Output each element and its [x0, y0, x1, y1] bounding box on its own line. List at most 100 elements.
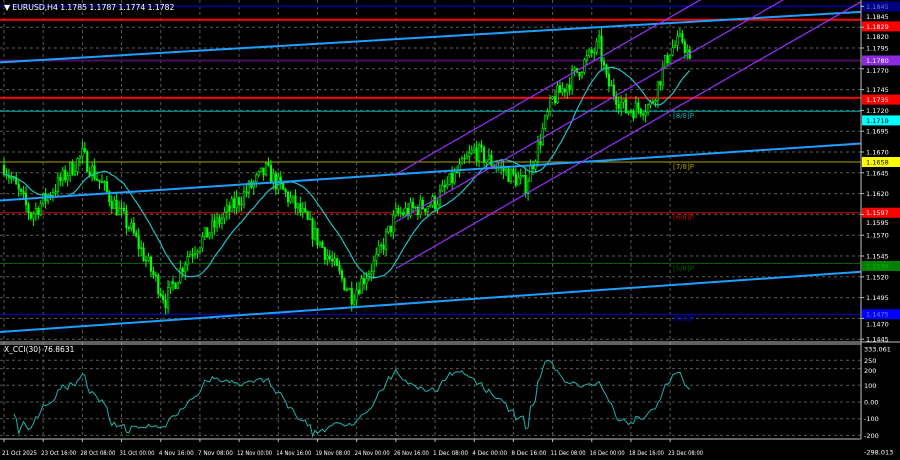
- symbol-label: EURUSD,H4: [12, 3, 58, 12]
- candle-body: [103, 181, 106, 184]
- time-label: 1 Dec 08:00: [433, 449, 468, 457]
- candle-body: [110, 201, 113, 209]
- candle-body: [590, 49, 593, 54]
- price-tag: [862, 207, 900, 218]
- candle-body: [335, 258, 339, 266]
- candle-body: [639, 108, 642, 115]
- candle-body: [686, 49, 689, 53]
- candle-body: [433, 196, 437, 210]
- price-tick-label: 1.1845: [866, 13, 889, 21]
- candle-body: [331, 258, 334, 262]
- upper-trendline: [0, 10, 862, 64]
- price-tick-label: 1.1795: [866, 45, 889, 53]
- cci-axis-label: 333.061: [864, 346, 891, 354]
- collapse-arrow-icon[interactable]: ▼: [4, 3, 10, 12]
- time-label: 11 Dec 08:00: [551, 449, 586, 457]
- candle-body: [355, 289, 358, 301]
- price-tag-label: 1.1845: [866, 3, 889, 11]
- candle-body: [284, 189, 287, 193]
- candle-body: [504, 168, 508, 172]
- candle-body: [490, 154, 493, 166]
- price-tick-label: 1.1495: [866, 294, 889, 302]
- candle-body: [264, 162, 268, 176]
- candle-body: [66, 175, 69, 181]
- time-label: 18 Dec 16:00: [629, 449, 664, 457]
- price-tag: [862, 115, 900, 126]
- candle-body: [507, 168, 510, 183]
- middle-trendline: [0, 142, 862, 202]
- candle-body: [380, 244, 383, 247]
- candle-body: [482, 147, 486, 163]
- candle-body: [301, 208, 304, 213]
- candle-body: [382, 244, 385, 250]
- candle-body: [343, 278, 346, 291]
- candle-body: [328, 255, 331, 260]
- candle-body: [282, 182, 285, 190]
- time-label: 21 Oct 2025: [2, 449, 37, 457]
- candle-body: [171, 281, 175, 284]
- candle-body: [169, 281, 172, 288]
- candle-body: [213, 220, 216, 228]
- price-tick-label: 1.1445: [866, 336, 889, 344]
- candle-body: [585, 55, 588, 61]
- candle-body: [196, 251, 199, 254]
- candle-body: [304, 208, 307, 213]
- candle-body: [529, 165, 532, 182]
- cci-indicator-label: X_CCI(30) 76.8631: [4, 345, 75, 354]
- price-tag: [862, 309, 900, 320]
- candle-body: [553, 96, 557, 104]
- candle-body: [517, 177, 520, 186]
- candle-body: [404, 207, 407, 216]
- candle-body: [526, 181, 530, 195]
- candle-body: [135, 232, 138, 237]
- candle-body: [612, 84, 615, 97]
- candle-body: [147, 256, 150, 261]
- candle-body: [429, 205, 432, 207]
- candle-body: [56, 176, 59, 192]
- price-tag-label: 1.1719: [866, 117, 889, 125]
- grid: [0, 0, 861, 438]
- candle-body: [235, 197, 238, 208]
- candle-body: [478, 144, 481, 162]
- candle-body: [247, 181, 251, 193]
- channel-middle: [395, 0, 785, 223]
- candle-body: [140, 247, 143, 249]
- candle-body: [73, 171, 77, 175]
- cci-axis-label: 100: [864, 382, 876, 390]
- candle-body: [215, 217, 219, 228]
- candle-body: [573, 68, 576, 71]
- candle-body: [580, 72, 584, 77]
- candle-body: [656, 81, 659, 101]
- price-tag-label: 1.1658: [866, 159, 889, 167]
- candle-body: [166, 287, 170, 309]
- candle-body: [458, 163, 461, 173]
- candle-body: [208, 232, 211, 238]
- candle-body: [230, 198, 233, 212]
- candle-body: [269, 164, 273, 184]
- candle-body: [309, 218, 312, 221]
- candle-body: [154, 274, 157, 276]
- candle-body: [91, 165, 94, 176]
- candle-body: [137, 235, 140, 249]
- candle-body: [184, 264, 187, 273]
- price-tick-label: 1.1470: [866, 321, 889, 329]
- candle-body: [681, 33, 684, 43]
- candle-body: [2, 165, 6, 175]
- candle-body: [211, 220, 214, 234]
- candle-body: [88, 171, 91, 176]
- candle-body: [294, 195, 297, 209]
- candle-body: [83, 147, 86, 152]
- candle-body: [115, 199, 118, 216]
- candle-body: [627, 111, 630, 114]
- candle-body: [678, 33, 682, 37]
- candle-body: [561, 88, 564, 93]
- time-label: 24 Nov 00:00: [355, 449, 390, 457]
- candle-body: [10, 177, 13, 179]
- candle-body: [76, 158, 79, 172]
- candle-body: [387, 225, 390, 233]
- candle-body: [12, 177, 15, 179]
- candle-body: [539, 141, 542, 146]
- candle-body: [453, 171, 456, 184]
